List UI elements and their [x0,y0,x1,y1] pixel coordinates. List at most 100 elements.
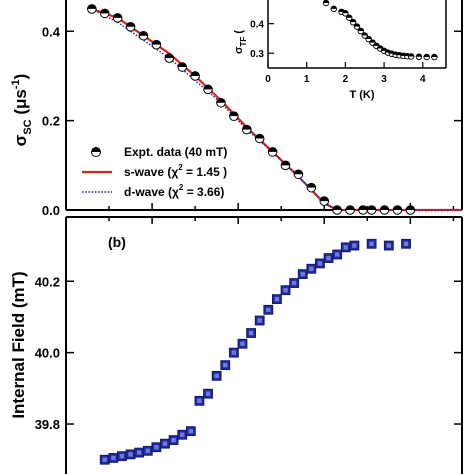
data-point-internal-field [297,269,308,280]
data-point-internal-field [246,328,256,338]
inset-data-point [330,5,338,13]
data-point-expt [280,160,291,171]
data-point-internal-field [272,294,282,304]
inset-data-point [361,32,368,39]
panel-a-y-tick-label: 0.2 [42,114,60,129]
data-point-internal-field [177,429,188,440]
inset-data-point [415,53,423,61]
data-point-internal-field [125,449,136,460]
data-point-internal-field [117,451,127,462]
data-point-expt [293,169,304,180]
data-point-expt [190,71,200,81]
data-point-internal-field [228,347,239,358]
data-point-internal-field [220,360,231,371]
panel-a-data-points [87,4,416,215]
panel-b-y-tick-label: 40.2 [35,274,60,289]
data-point-expt [267,147,278,157]
data-point-expt [405,205,416,215]
panel-b: 39.8 40.0 40.2 (b) Internal Field (mT) [9,216,463,474]
data-point-internal-field [168,435,179,445]
inset-x-tick-label: 0 [265,74,271,85]
data-point-expt [87,4,97,14]
inset-data-points [322,0,438,61]
data-point-internal-field [160,438,170,449]
inset-data-point [349,18,357,26]
inset: 0.3 0.4 0 1 2 3 4 σTF ( T (K) [233,0,447,101]
data-point-expt [319,196,330,206]
legend-label-s-wave: s-wave (χ2 = 1.45 ) [124,163,227,179]
data-point-internal-field [151,442,162,453]
data-point-expt [332,205,342,215]
panel-b-y-ticks: 39.8 40.0 40.2 [35,274,462,432]
panel-a: 0.0 0.2 0.4 σSC (μs-1) Expt. data (40 mT) … [10,0,463,218]
data-point-internal-field [323,253,334,263]
inset-data-point [357,27,365,35]
data-point-internal-field [185,426,196,437]
data-point-internal-field [203,388,213,399]
inset-data-point [342,10,349,17]
data-point-internal-field [237,338,248,349]
data-point-internal-field [280,285,291,296]
data-point-internal-field [366,238,377,249]
data-point-expt [379,205,390,215]
data-point-internal-field [306,263,317,274]
data-point-expt [125,22,136,32]
panel-b-y-axis-label: Internal Field (mT) [9,271,28,418]
data-point-expt [229,111,239,121]
data-point-internal-field [315,258,325,269]
data-point-expt [112,13,123,23]
data-point-expt [241,124,252,135]
inset-x-axis-label: T (K) [349,89,374,101]
inset-x-tick-label: 3 [381,74,387,85]
inset-data-point [407,53,415,60]
inset-x-tick-label: 1 [304,74,310,85]
data-point-expt [392,205,403,215]
panel-a-y-ticks: 0.0 0.2 0.4 [42,24,462,218]
panel-b-x-ticks [108,217,455,224]
data-point-expt [254,133,265,144]
data-point-internal-field [401,238,411,249]
inset-data-point [322,0,330,7]
inset-y-tick-label: 0.3 [250,49,264,60]
data-point-internal-field [134,447,145,458]
inset-data-point [353,23,361,30]
panel-b-label: (b) [108,234,126,250]
data-point-expt [306,182,317,193]
legend-label-d-wave: d-wave (χ2 = 3.66) [124,183,224,199]
panel-a-y-tick-label: 0.4 [42,24,61,39]
data-point-internal-field [194,395,205,406]
legend-marker-expt [91,147,101,157]
inset-data-point [431,53,438,61]
data-point-expt [358,205,368,215]
panel-a-y-tick-label: 0.0 [42,203,60,218]
panel-a-legend: Expt. data (40 mT) s-wave (χ2 = 1.45 ) d… [82,145,227,199]
inset-y-ticks: 0.3 0.4 [250,20,274,60]
panel-b-y-tick-label: 40.0 [35,346,60,361]
panel-a-y-axis-label: σSC (μs-1) [10,74,34,147]
data-point-internal-field [254,315,265,326]
inset-data-point [365,35,372,43]
panel-b-data-points [99,238,411,465]
data-point-internal-field [340,242,351,253]
data-point-expt [366,205,377,215]
data-point-expt [203,84,213,95]
data-point-expt [138,30,149,41]
data-point-internal-field [289,278,300,288]
legend-label-expt: Expt. data (40 mT) [124,145,227,159]
data-point-internal-field [349,240,360,251]
inset-y-tick-label: 0.4 [250,20,264,31]
data-point-internal-field [383,240,394,251]
data-point-internal-field [211,370,222,381]
inset-x-ticks: 0 1 2 3 4 [265,62,426,85]
data-point-expt [177,62,188,72]
data-point-internal-field [142,445,153,456]
data-point-expt [99,8,110,19]
inset-data-point [423,53,430,61]
data-point-internal-field [263,304,274,315]
panel-b-y-tick-label: 39.8 [35,417,60,432]
data-point-internal-field [99,454,110,465]
data-point-expt [151,39,162,50]
data-point-expt [345,205,355,215]
inset-x-tick-label: 4 [420,74,426,85]
